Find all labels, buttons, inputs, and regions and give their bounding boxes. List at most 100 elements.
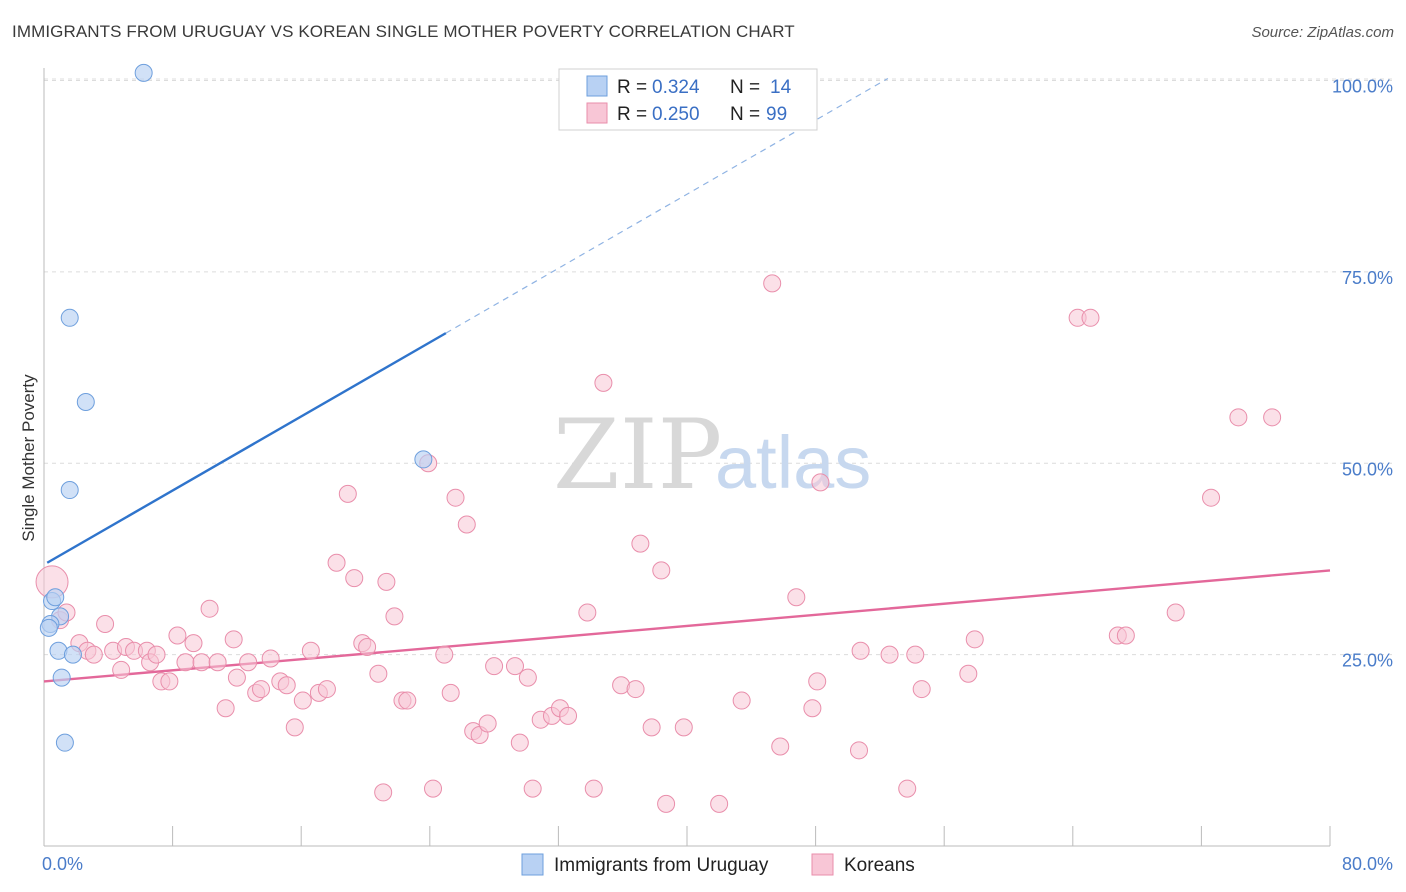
- korean-point: [523, 779, 542, 798]
- chart-title: IMMIGRANTS FROM URUGUAY VS KOREAN SINGLE…: [12, 22, 795, 41]
- korean-point: [642, 718, 661, 737]
- korean-point: [803, 699, 822, 718]
- korean-point: [252, 680, 271, 699]
- korean-point: [227, 668, 246, 687]
- legend-r-label-korean: R =: [617, 104, 647, 125]
- korean-point: [369, 664, 388, 683]
- korean-point: [441, 683, 460, 702]
- chart-source: Source: ZipAtlas.com: [1251, 24, 1394, 41]
- watermark-zip: ZIP: [553, 399, 722, 511]
- korean-point: [965, 630, 984, 649]
- korean-point: [1116, 626, 1135, 645]
- y-axis-title: Single Mother Poverty: [19, 374, 38, 542]
- korean-point: [216, 699, 235, 718]
- uruguay-point: [39, 618, 58, 637]
- korean-point: [96, 615, 115, 634]
- korean-point: [1081, 308, 1100, 327]
- watermark-atlas: atlas: [715, 421, 871, 504]
- legend-r-value-uruguay: 0.324: [652, 77, 700, 98]
- korean-point: [424, 779, 443, 798]
- korean-point: [880, 645, 899, 664]
- korean-point: [112, 660, 131, 679]
- legend-r-label-uruguay: R =: [617, 77, 647, 98]
- korean-point: [811, 473, 830, 492]
- legend-swatch-uruguay: [586, 75, 608, 97]
- korean-point: [84, 645, 103, 664]
- korean-point: [385, 607, 404, 626]
- legend-n-value-uruguay: 14: [770, 77, 792, 98]
- bottom-legend: Immigrants from Uruguay Koreans: [521, 853, 915, 876]
- y-tick-label: 50.0%: [1342, 459, 1393, 479]
- korean-point: [1263, 408, 1282, 427]
- uruguay-point: [55, 733, 74, 752]
- korean-point: [1166, 603, 1185, 622]
- korean-point: [338, 484, 357, 503]
- y-tick-label: 75.0%: [1342, 268, 1393, 288]
- korean-point: [763, 274, 782, 293]
- korean-point: [657, 794, 676, 813]
- uruguay-point: [46, 588, 65, 607]
- korean-point: [239, 653, 258, 672]
- uruguay-point: [63, 645, 82, 664]
- korean-points: [35, 274, 1282, 813]
- korean-point: [192, 653, 211, 672]
- korean-point: [578, 603, 597, 622]
- korean-point: [1202, 488, 1221, 507]
- x-tick-label: 0.0%: [42, 854, 83, 874]
- korean-point: [293, 691, 312, 710]
- korean-point: [358, 637, 377, 656]
- korean-point: [559, 706, 578, 725]
- uruguay-points: [39, 63, 433, 752]
- korean-point: [584, 779, 603, 798]
- korean-point: [510, 733, 529, 752]
- korean-point: [160, 672, 179, 691]
- korean-point: [176, 653, 195, 672]
- trendline-uruguay: [46, 332, 447, 564]
- korean-point: [435, 645, 454, 664]
- korean-point: [850, 741, 869, 760]
- korean-point: [732, 691, 751, 710]
- y-tick-label: 100.0%: [1332, 77, 1393, 97]
- korean-point: [906, 645, 925, 664]
- korean-point: [594, 373, 613, 392]
- korean-point: [261, 649, 280, 668]
- korean-point: [277, 676, 296, 695]
- korean-point: [345, 569, 364, 588]
- legend-r-value-korean: 0.250: [652, 104, 700, 125]
- korean-point: [898, 779, 917, 798]
- bottom-legend-label-korean: Koreans: [844, 855, 915, 876]
- korean-point: [626, 680, 645, 699]
- x-tick-label: 80.0%: [1342, 854, 1393, 874]
- korean-point: [674, 718, 693, 737]
- korean-point: [168, 626, 187, 645]
- korean-point: [374, 783, 393, 802]
- korean-point: [478, 714, 497, 733]
- korean-point: [787, 588, 806, 607]
- korean-point: [959, 664, 978, 683]
- bottom-legend-label-uruguay: Immigrants from Uruguay: [554, 855, 769, 876]
- korean-point: [485, 657, 504, 676]
- legend-n-label-korean: N =: [730, 104, 760, 125]
- korean-point: [184, 634, 203, 653]
- korean-point: [200, 599, 219, 618]
- uruguay-point: [60, 308, 79, 327]
- korean-point: [301, 641, 320, 660]
- korean-point: [224, 630, 243, 649]
- korean-point: [317, 680, 336, 699]
- korean-point: [518, 668, 537, 687]
- legend-n-value-korean: 99: [766, 104, 787, 125]
- korean-point: [652, 561, 671, 580]
- korean-point: [377, 572, 396, 591]
- korean-point: [208, 653, 227, 672]
- korean-point: [851, 641, 870, 660]
- trendline-uruguay-extension: [445, 77, 889, 334]
- trendline-korean: [43, 569, 1331, 683]
- korean-point: [1229, 408, 1248, 427]
- korean-point: [147, 645, 166, 664]
- korean-point: [912, 680, 931, 699]
- korean-point: [808, 672, 827, 691]
- axes: [43, 68, 1331, 847]
- uruguay-point: [60, 481, 79, 500]
- legend-n-label-uruguay: N =: [730, 77, 760, 98]
